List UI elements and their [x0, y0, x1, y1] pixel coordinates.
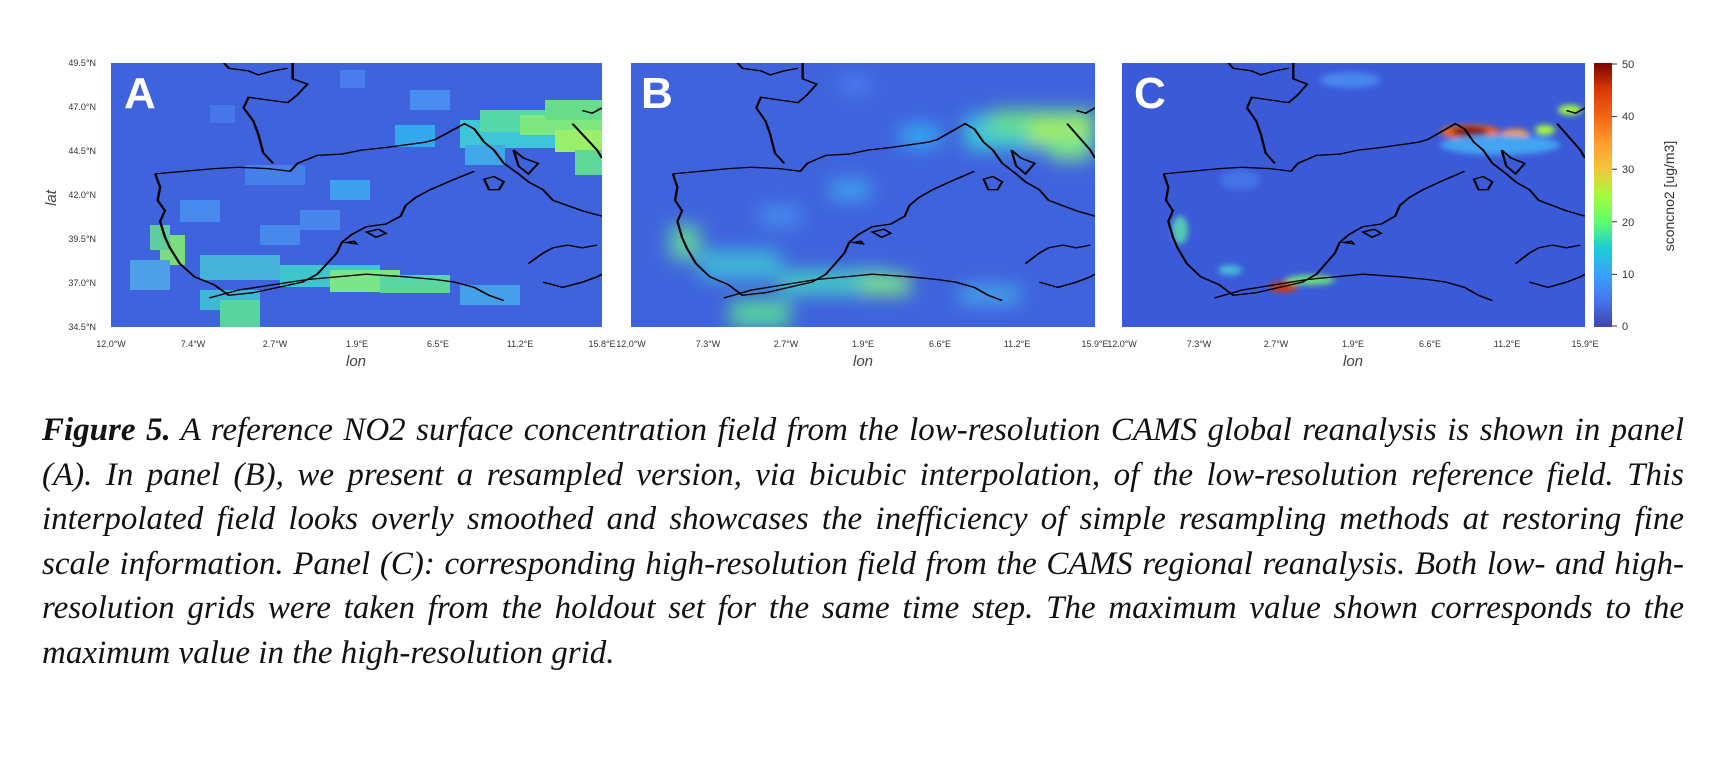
caption-text: A reference NO2 surface concentration fi… — [42, 412, 1685, 671]
x-ticks-panel-b: 12.0°W 7.3°W 2.7°W 1.9°E 6.6°E 11.2°E 15… — [616, 339, 1108, 349]
x-tick: 7.3°W — [1187, 339, 1212, 349]
x-ticks-panel-a: 12.0°W 7.4°W 2.7°W 1.9°E 6.5°E 11.2°E 15… — [96, 339, 615, 349]
y-tick: 47.0°N — [68, 102, 96, 112]
panel-letter: A — [124, 69, 156, 118]
x-tick: 12.0°W — [96, 339, 126, 349]
y-tick: 49.5°N — [68, 58, 96, 68]
figure: lat 49.5°N 47.0°N 44.5°N 42.0°N 39.5°N 3… — [43, 58, 1677, 370]
colorbar-tick: 10 — [1622, 269, 1634, 281]
y-tick: 34.5°N — [68, 322, 96, 332]
panel-letter: B — [641, 69, 673, 118]
y-tick: 39.5°N — [68, 234, 96, 244]
x-tick: 12.0°W — [616, 339, 646, 349]
y-tick: 42.0°N — [68, 190, 96, 200]
x-tick: 11.2°E — [507, 339, 533, 349]
colorbar-tick: 30 — [1622, 164, 1634, 176]
x-tick: 15.9°E — [1081, 339, 1108, 349]
caption-label: Figure 5. — [42, 412, 171, 448]
figure-caption: Figure 5. A reference NO2 surface concen… — [42, 408, 1684, 675]
x-tick: 11.2°E — [1494, 339, 1520, 349]
y-tick: 44.5°N — [68, 146, 96, 156]
x-tick: 6.6°E — [1419, 339, 1441, 349]
x-ticks-panel-c: 12.0°W 7.3°W 2.7°W 1.9°E 6.6°E 11.2°E 15… — [1107, 339, 1598, 349]
panel-b-map — [631, 63, 1095, 327]
x-tick: 15.8°E — [588, 339, 615, 349]
panel-letter: C — [1134, 69, 1166, 118]
x-tick: 6.5°E — [427, 339, 449, 349]
colorbar-tick: 40 — [1622, 111, 1634, 123]
x-tick: 1.9°E — [1342, 339, 1364, 349]
panel-c-map — [1122, 63, 1585, 327]
x-axis-label: lon — [346, 353, 366, 370]
y-tick: 37.0°N — [68, 278, 96, 288]
x-tick: 1.9°E — [346, 339, 368, 349]
x-tick: 2.7°W — [263, 339, 288, 349]
x-tick: 6.6°E — [929, 339, 951, 349]
x-tick: 12.0°W — [1107, 339, 1137, 349]
x-tick: 7.3°W — [696, 339, 721, 349]
colorbar: 50 40 30 20 10 0 sconcno2 [ug/m3] — [1594, 59, 1677, 333]
x-tick: 11.2°E — [1004, 339, 1030, 349]
x-tick: 2.7°W — [774, 339, 799, 349]
x-tick: 15.9°E — [1571, 339, 1598, 349]
panel-a-map — [111, 63, 602, 327]
colorbar-tick: 0 — [1622, 321, 1628, 333]
x-tick: 1.9°E — [852, 339, 874, 349]
y-ticks: 49.5°N 47.0°N 44.5°N 42.0°N 39.5°N 37.0°… — [68, 58, 96, 332]
colorbar-tick: 20 — [1622, 217, 1634, 229]
y-axis-label: lat — [43, 189, 60, 206]
x-axis-label: lon — [853, 353, 873, 370]
colorbar-tick: 50 — [1622, 59, 1634, 71]
x-axis-label: lon — [1343, 353, 1363, 370]
x-tick: 7.4°W — [181, 339, 206, 349]
x-tick: 2.7°W — [1264, 339, 1289, 349]
colorbar-label: sconcno2 [ug/m3] — [1661, 141, 1677, 252]
